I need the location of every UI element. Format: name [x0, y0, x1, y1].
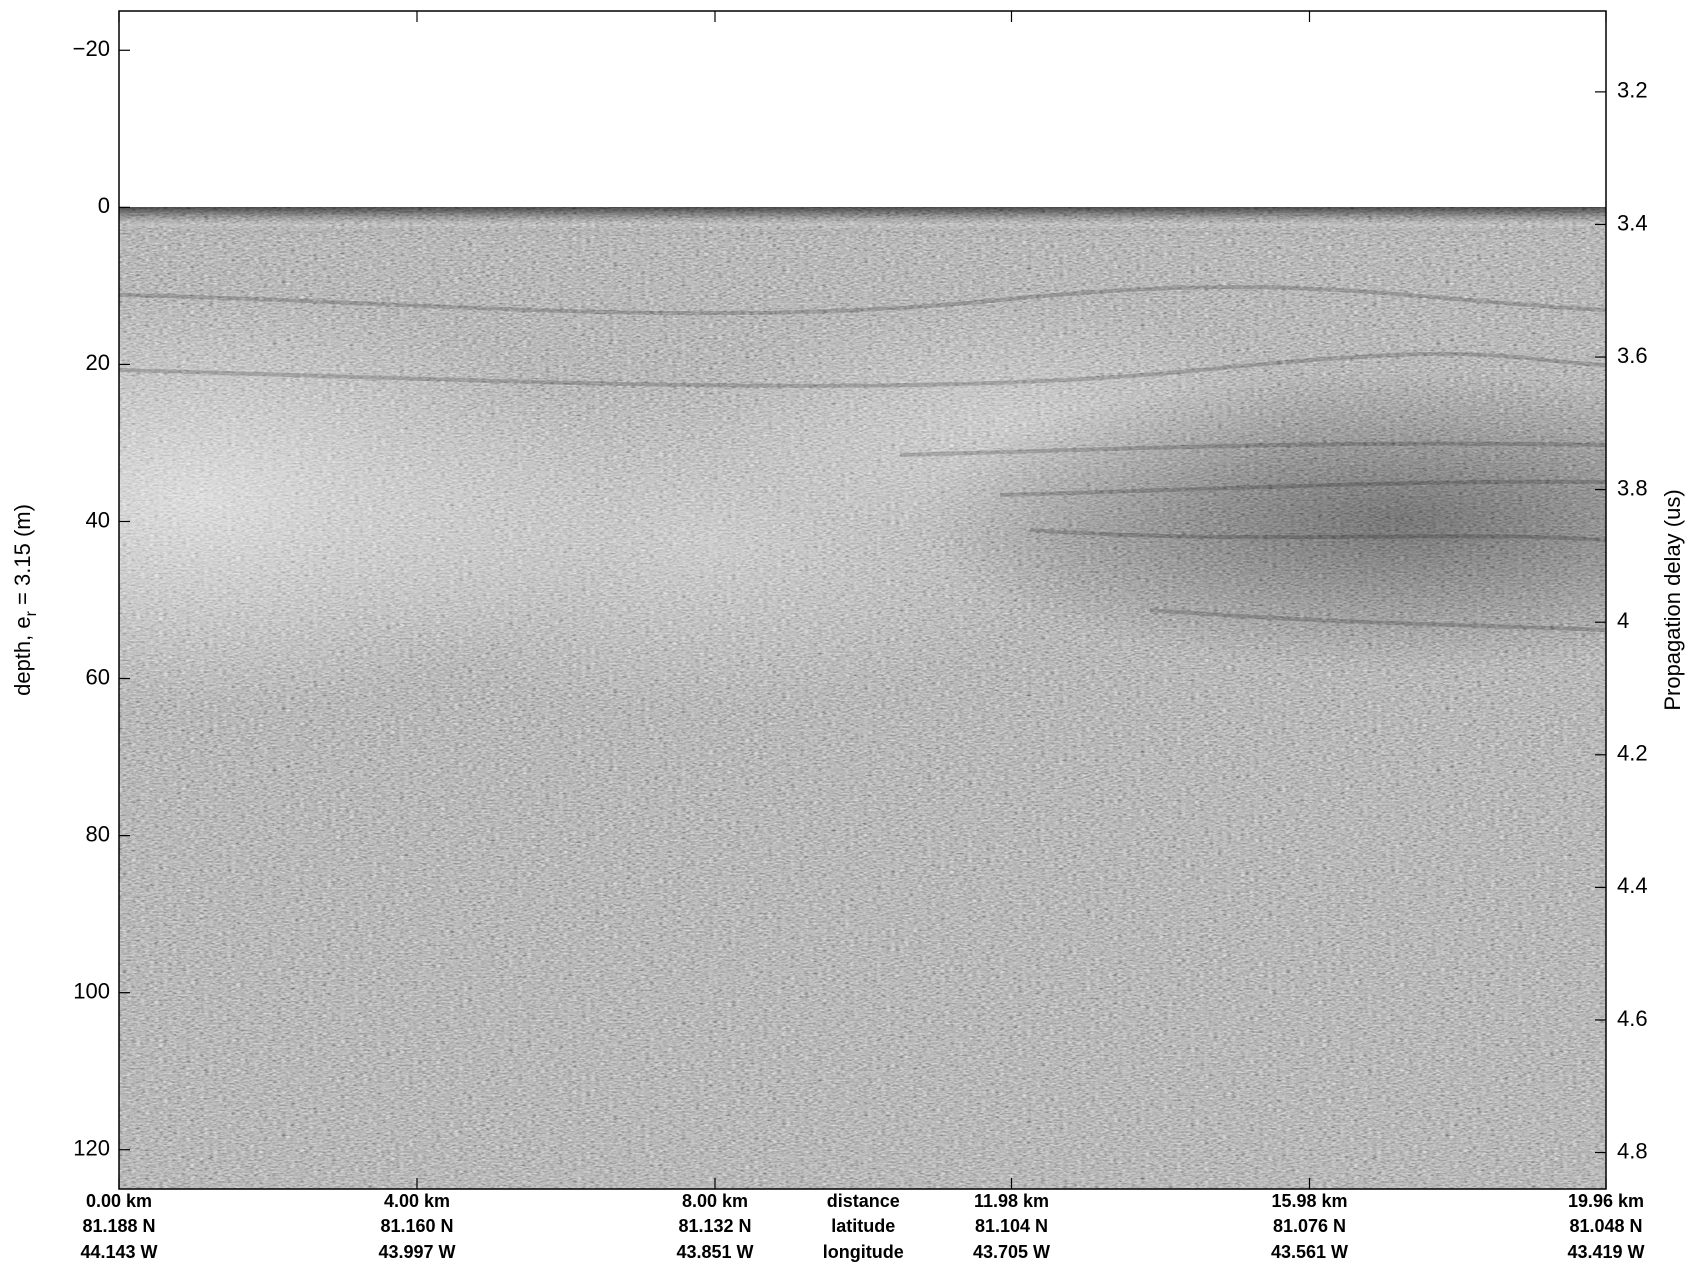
y2-tick-label: 4.8: [1617, 1138, 1648, 1163]
y-tick-label: 0: [98, 193, 110, 218]
y2-tick-label: 4.4: [1617, 873, 1648, 898]
x-row-label: longitude: [823, 1242, 904, 1262]
y2-tick-label: 4: [1617, 608, 1629, 633]
y-tick-label: 80: [86, 821, 110, 846]
latitude-label: 81.048 N: [1569, 1216, 1642, 1236]
latitude-label: 81.188 N: [82, 1216, 155, 1236]
longitude-label: 43.705 W: [973, 1242, 1050, 1262]
longitude-label: 43.851 W: [676, 1242, 753, 1262]
latitude-label: 81.160 N: [380, 1216, 453, 1236]
x-row-label: distance: [827, 1191, 900, 1211]
y-label-text: depth, e: [10, 616, 35, 696]
y-tick-label: 60: [86, 664, 110, 689]
longitude-label: 44.143 W: [80, 1242, 157, 1262]
x-tick-label: 15.98 km: [1271, 1191, 1347, 1211]
x-tick-label: 8.00 km: [682, 1191, 748, 1211]
x-row-label: latitude: [831, 1216, 895, 1236]
y-tick-label: 120: [73, 1136, 110, 1161]
x-tick-label: 11.98 km: [974, 1191, 1049, 1211]
x-tick-label: 19.96 km: [1568, 1191, 1644, 1211]
y-tick-label: 100: [73, 978, 110, 1003]
latitude-label: 81.132 N: [678, 1216, 751, 1236]
y2-axis-label: Propagation delay (us): [1660, 489, 1685, 710]
y-label-suffix: = 3.15 (m): [10, 504, 35, 611]
y-tick-label: 40: [86, 507, 110, 532]
y2-tick-label: 3.8: [1617, 475, 1648, 500]
x-tick-label: 4.00 km: [384, 1191, 450, 1211]
latitude-label: 81.076 N: [1273, 1216, 1346, 1236]
y-axis-label: depth, er = 3.15 (m): [10, 504, 40, 696]
x-tick-label: 0.00 km: [86, 1191, 152, 1211]
y2-tick-label: 3.2: [1617, 78, 1648, 103]
y2-tick-label: 4.6: [1617, 1006, 1648, 1031]
longitude-label: 43.419 W: [1567, 1242, 1644, 1262]
y-label-subscript: r: [23, 610, 40, 616]
y-tick-label: 20: [86, 350, 110, 375]
echogram-image: [119, 207, 1606, 1189]
y2-tick-label: 4.2: [1617, 741, 1648, 766]
latitude-label: 81.104 N: [975, 1216, 1048, 1236]
y2-tick-label: 3.4: [1617, 210, 1648, 235]
y-tick-label: −20: [73, 36, 110, 61]
y2-tick-label: 3.6: [1617, 343, 1648, 368]
longitude-label: 43.561 W: [1271, 1242, 1348, 1262]
plot-frame: [118, 10, 1607, 1190]
longitude-label: 43.997 W: [378, 1242, 455, 1262]
